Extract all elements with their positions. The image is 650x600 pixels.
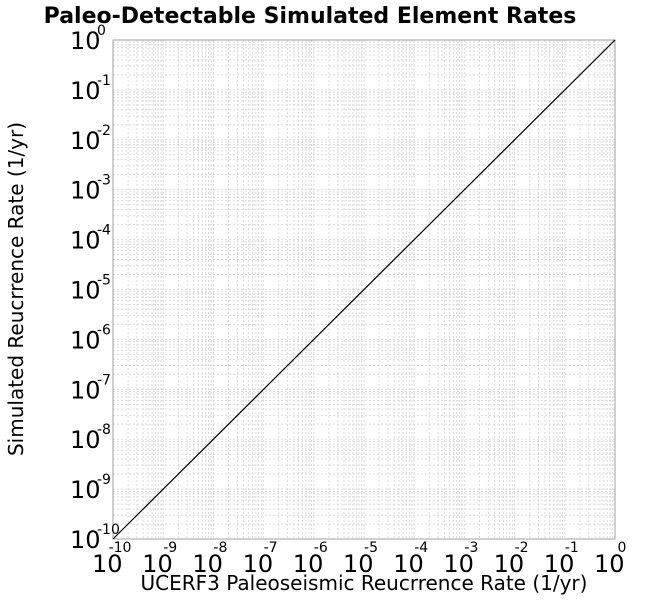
- y-tick-base: 10: [70, 376, 101, 404]
- x-tick-label: 10-4: [393, 540, 428, 578]
- x-tick-exponent: -9: [163, 540, 177, 556]
- y-tick-label: 10-6: [70, 322, 111, 354]
- y-tick-exponent: 0: [97, 23, 106, 39]
- x-tick-label: 10-7: [243, 540, 278, 578]
- y-tick-label: 10-2: [70, 123, 111, 155]
- x-tick-label: 10-5: [343, 540, 378, 578]
- x-tick-base: 10: [393, 550, 424, 578]
- y-tick-label: 10-1: [70, 73, 111, 105]
- x-tick-label: 10-2: [494, 540, 529, 578]
- y-tick-label: 10-4: [70, 223, 111, 255]
- y-tick-exponent: -6: [97, 322, 111, 338]
- y-tick-base: 10: [70, 177, 101, 205]
- x-tick-label: 100: [594, 540, 626, 578]
- series-line-0: [112, 39, 616, 540]
- x-tick-exponent: -6: [314, 540, 328, 556]
- x-tick-base: 10: [243, 550, 274, 578]
- y-tick-base: 10: [70, 426, 101, 454]
- y-tick-base: 10: [70, 27, 101, 55]
- y-tick-base: 10: [70, 476, 101, 504]
- x-tick-base: 10: [594, 550, 625, 578]
- x-tick-base: 10: [443, 550, 474, 578]
- y-tick-base: 10: [70, 77, 101, 105]
- y-tick-label: 10-7: [70, 372, 111, 404]
- x-tick-base: 10: [192, 550, 223, 578]
- y-tick-base: 10: [70, 326, 101, 354]
- y-tick-label: 10-10: [70, 522, 120, 554]
- y-tick-label: 10-9: [70, 472, 111, 504]
- y-tick-base: 10: [70, 277, 101, 305]
- y-tick-exponent: -3: [97, 173, 111, 189]
- y-tick-exponent: -10: [97, 522, 120, 538]
- x-tick-exponent: -4: [414, 540, 428, 556]
- plot-grid: [113, 40, 615, 539]
- x-tick-labels: 10-1010-910-810-710-610-510-410-310-210-…: [92, 540, 626, 578]
- x-tick-base: 10: [92, 550, 123, 578]
- x-tick-label: 10-1: [544, 540, 579, 578]
- x-tick-label: 10-9: [142, 540, 177, 578]
- chart-title: Paleo-Detectable Simulated Element Rates: [44, 4, 577, 29]
- x-tick-label: 10-6: [293, 540, 328, 578]
- x-tick-exponent: -2: [515, 540, 529, 556]
- x-tick-exponent: 0: [618, 540, 627, 556]
- x-tick-exponent: -1: [565, 540, 579, 556]
- x-tick-base: 10: [343, 550, 374, 578]
- y-tick-label: 10-3: [70, 173, 111, 205]
- x-tick-label: 10-10: [92, 540, 131, 578]
- y-axis-label: Simulated Reucrrence Rate (1/yr): [4, 122, 28, 456]
- y-tick-label: 10-5: [70, 273, 111, 305]
- x-tick-label: 10-3: [443, 540, 478, 578]
- y-tick-labels: 10-1010-910-810-710-610-510-410-310-210-…: [70, 23, 120, 554]
- x-tick-exponent: -5: [364, 540, 378, 556]
- x-tick-base: 10: [142, 550, 173, 578]
- x-tick-base: 10: [293, 550, 324, 578]
- y-tick-exponent: -8: [97, 422, 111, 438]
- y-tick-exponent: -9: [97, 472, 111, 488]
- y-tick-exponent: -1: [97, 73, 111, 89]
- y-tick-label: 10-8: [70, 422, 111, 454]
- x-tick-exponent: -3: [464, 540, 478, 556]
- x-tick-exponent: -7: [264, 540, 278, 556]
- x-tick-label: 10-8: [192, 540, 227, 578]
- y-tick-exponent: -5: [97, 273, 111, 289]
- x-tick-base: 10: [494, 550, 525, 578]
- y-tick-base: 10: [70, 227, 101, 255]
- y-tick-exponent: -4: [97, 223, 111, 239]
- x-tick-base: 10: [544, 550, 575, 578]
- x-axis-label: UCERF3 Paleoseismic Reucrrence Rate (1/y…: [141, 571, 588, 595]
- series-group: [112, 39, 616, 540]
- x-tick-exponent: -10: [109, 540, 132, 556]
- y-tick-base: 10: [70, 127, 101, 155]
- y-tick-base: 10: [70, 526, 101, 554]
- y-tick-exponent: -2: [97, 123, 111, 139]
- y-tick-exponent: -7: [97, 372, 111, 388]
- x-tick-exponent: -8: [213, 540, 227, 556]
- y-tick-label: 100: [70, 23, 106, 55]
- plot-frame: [112, 39, 616, 540]
